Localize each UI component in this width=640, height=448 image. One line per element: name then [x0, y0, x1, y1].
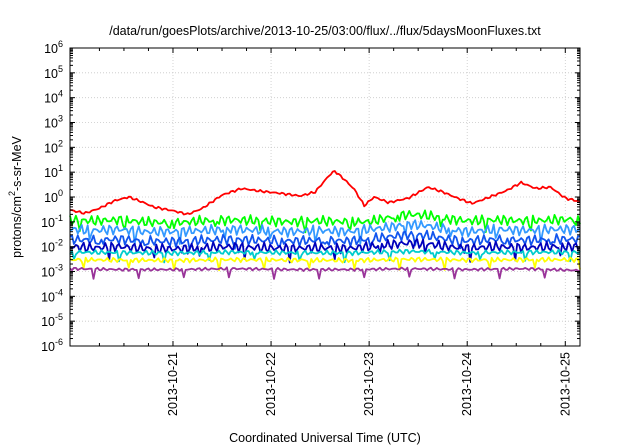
- y-tick-label: 10-5: [41, 312, 63, 329]
- series-line: [69, 170, 581, 216]
- series-line: [69, 256, 581, 272]
- tick-layer: 10-6 10-5 10-4 10-3 10-2 10-1 100 101 102 103 104 1…: [41, 39, 580, 416]
- y-tick-label: 100: [44, 188, 63, 205]
- series-line: [69, 248, 581, 264]
- x-tick-label: 2013-10-24: [460, 352, 474, 416]
- y-tick-label: 105: [44, 64, 63, 81]
- series-layer: [69, 170, 581, 280]
- y-tick-label: 10-3: [41, 263, 63, 280]
- y-tick-label: 106: [44, 39, 63, 56]
- x-axis-label: Coordinated Universal Time (UTC): [229, 431, 421, 445]
- y-axis-label: protons/cm2-s-sr-MeV: [7, 135, 24, 257]
- y-axis-label-text: protons/cm2-s-sr-MeV: [7, 135, 24, 257]
- y-tick-label: 101: [44, 163, 63, 180]
- grid-layer: [70, 47, 580, 347]
- series-line: [69, 266, 581, 280]
- y-tick-label: 103: [44, 114, 63, 131]
- x-tick-label: 2013-10-23: [362, 352, 376, 416]
- x-tick-label: 2013-10-25: [558, 352, 572, 416]
- y-tick-label: 10-6: [41, 337, 63, 354]
- series-line: [69, 229, 581, 251]
- x-tick-label: 2013-10-22: [264, 352, 278, 416]
- series-line: [69, 219, 581, 245]
- y-tick-label: 10-4: [41, 287, 63, 304]
- y-tick-label: 104: [44, 89, 63, 106]
- chart-title: /data/run/goesPlots/archive/2013-10-25/0…: [109, 24, 541, 38]
- y-tick-label: 10-1: [41, 213, 63, 230]
- y-tick-label: 10-2: [41, 238, 63, 255]
- series-line: [69, 209, 581, 234]
- x-tick-label: 2013-10-21: [166, 352, 180, 416]
- y-tick-label: 102: [44, 138, 63, 155]
